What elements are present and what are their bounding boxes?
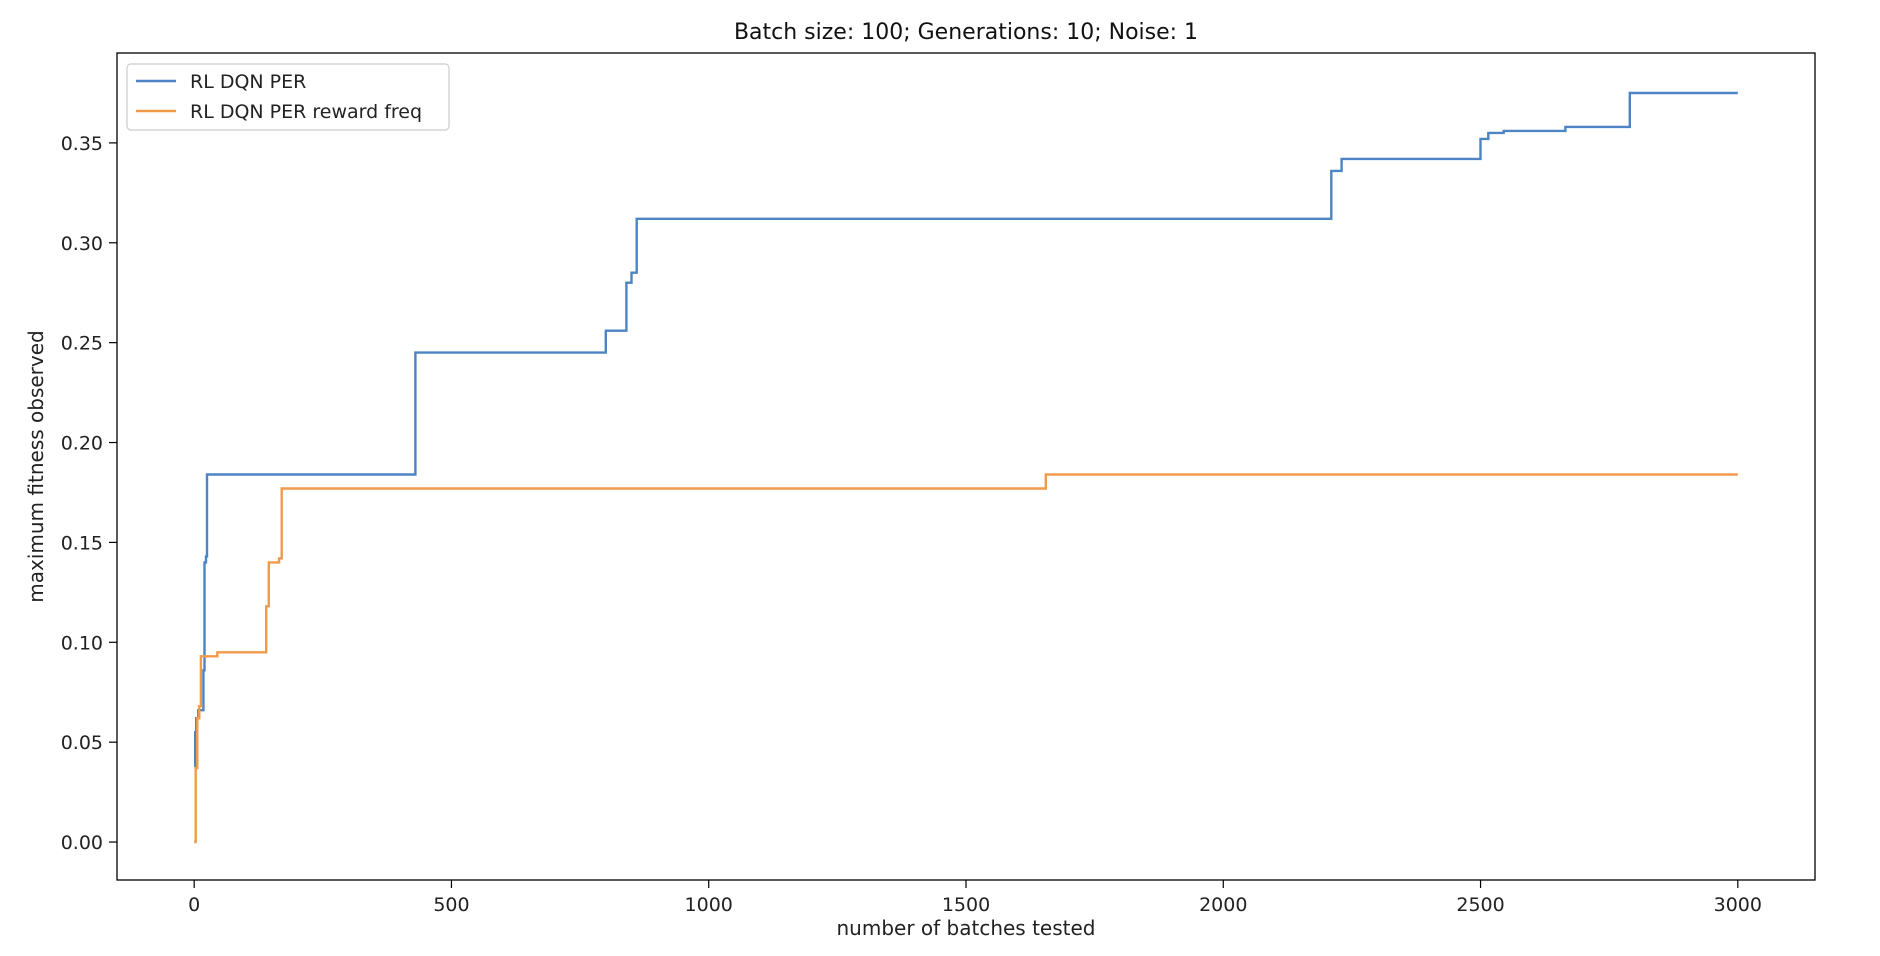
- y-tick-label: 0.25: [61, 333, 103, 355]
- x-axis-label: number of batches tested: [836, 916, 1095, 940]
- y-tick-label: 0.10: [61, 632, 103, 654]
- x-tick-label: 1000: [685, 894, 733, 916]
- y-tick-label: 0.15: [61, 532, 103, 554]
- series-line-2: [194, 473, 1738, 844]
- y-tick-label: 0.00: [61, 832, 103, 854]
- x-tick-label: 0: [188, 894, 200, 916]
- x-tick-label: 1500: [942, 894, 990, 916]
- series-line-1: [194, 91, 1738, 768]
- y-axis: 0.00 0.05 0.10 0.15 0.20 0.25 0.30 0.35: [61, 133, 117, 854]
- y-tick-label: 0.20: [61, 433, 103, 455]
- chart-title: Batch size: 100; Generations: 10; Noise:…: [734, 20, 1198, 45]
- x-tick-label: 500: [433, 894, 469, 916]
- x-tick-label: 2500: [1456, 894, 1504, 916]
- legend-label: RL DQN PER: [190, 71, 306, 93]
- y-tick-label: 0.05: [61, 732, 103, 754]
- x-tick-label: 3000: [1714, 894, 1762, 916]
- series-layer: [194, 91, 1738, 844]
- y-tick-label: 0.30: [61, 233, 103, 255]
- y-tick-label: 0.35: [61, 133, 103, 155]
- legend-box: [126, 63, 450, 131]
- x-tick-label: 2000: [1199, 894, 1247, 916]
- x-axis: 0 500 1000 1500 2000 2500 3000: [188, 880, 1762, 916]
- legend: RL DQN PER RL DQN PER reward freq: [126, 63, 450, 131]
- y-axis-label: maximum fitness observed: [24, 330, 48, 602]
- legend-label: RL DQN PER reward freq: [190, 101, 422, 123]
